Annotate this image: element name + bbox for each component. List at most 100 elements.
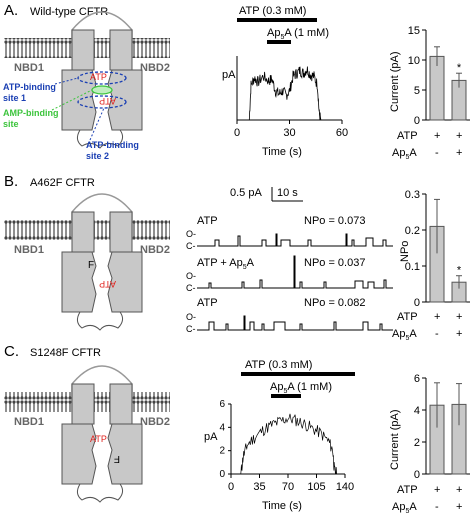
row-atp-plus-2: +	[456, 484, 462, 496]
row-atp-label: ATP	[397, 311, 418, 323]
panel-b-barchart: NPo 0 0.1 0.2 0.3 *	[399, 189, 470, 309]
site2-ellipse	[77, 95, 127, 109]
amp-site-ellipse	[91, 85, 113, 95]
y-tick-label: 0	[414, 297, 420, 309]
x-tick-label: 30	[283, 127, 295, 139]
trace-b2-open-label: O-	[186, 271, 196, 281]
y-tick-label: 0.3	[405, 189, 420, 201]
row-atp-label: ATP	[397, 484, 418, 496]
nbd1-shape	[61, 423, 97, 485]
tmd-left	[71, 29, 95, 71]
bar-a-ylabel: Current (pA)	[389, 51, 401, 112]
y-tick-label: 0.1	[405, 261, 420, 273]
panel-a-atp-site1: ATP	[90, 72, 107, 82]
y-tick-label: 0	[414, 469, 420, 481]
extracellular-loop	[71, 365, 133, 412]
site1-ellipse	[77, 71, 127, 85]
trace-b3-closed-label: C-	[186, 324, 196, 334]
trace-b3-line	[197, 315, 393, 331]
panel-a-barchart: Current (pA) 0 5 10 15 *	[389, 25, 470, 127]
panel-a: A. Wild-type CFTR NBD1 NBD2 ATP ATP ATP-…	[3, 2, 470, 161]
y-tick-label: 5	[414, 85, 420, 97]
row-ap5a-label: Ap5A	[392, 328, 417, 342]
panel-a-atp-site2: ATP	[99, 96, 116, 106]
y-tick-label: 0	[414, 115, 420, 127]
trace-b2-label: ATP + Ap5A	[197, 257, 255, 271]
scale-time-label: 10 s	[277, 187, 298, 199]
y-tick-label: 0.2	[405, 225, 420, 237]
site1-label-line1: ATP-binding	[3, 82, 56, 92]
nbd2-shape	[107, 251, 143, 313]
panel-b-nbd2-label: NBD2	[140, 244, 170, 256]
y-tick-label: 6	[219, 399, 225, 410]
scale-current-label: 0.5 pA	[230, 187, 262, 199]
tmd-left	[71, 211, 95, 253]
row-atp-plus-2: +	[456, 130, 462, 142]
ap5a-bar	[271, 394, 301, 398]
trace-b2-closed-label: C-	[186, 283, 196, 293]
panel-a-nbd1-label: NBD1	[14, 62, 44, 74]
x-tick-label: 0	[234, 127, 240, 139]
row-atp-plus-2: +	[456, 311, 462, 323]
amp-pointer	[51, 89, 93, 111]
atp-bar	[237, 18, 317, 22]
panel-c-letter: C.	[4, 343, 19, 360]
panel-c-trace: ATP (0.3 mM) Ap5A (1 mM) pA 0 35 70 105 140 0…	[204, 359, 355, 512]
panel-c-barchart: Current (pA) 0 2 4 6	[389, 373, 470, 481]
panel-a-nbd2-label: NBD2	[140, 62, 170, 74]
extracellular-loop	[71, 11, 133, 58]
trace-b1-label: ATP	[197, 215, 218, 227]
trace-b2-npo: NPo = 0.037	[304, 257, 365, 269]
panel-c-schematic: NBD1 NBD2 ATP F	[4, 365, 170, 503]
trace-c-ylabel: pA	[204, 431, 218, 443]
y-tick-label: 6	[414, 373, 420, 385]
r-domain	[76, 483, 124, 503]
panel-b-letter: B.	[4, 173, 18, 190]
panel-b-nbd1-label: NBD1	[14, 244, 44, 256]
trace-b3-npo: NPo = 0.082	[304, 297, 365, 309]
nbd2-shape	[107, 423, 143, 485]
panel-c: C. S1248F CFTR NBD1 NBD2 ATP F ATP (0.3 …	[4, 343, 470, 515]
r-domain	[76, 311, 124, 331]
tmd-right	[109, 29, 133, 71]
x-tick-label: 140	[336, 481, 354, 493]
panel-b-title: A462F CFTR	[30, 177, 95, 189]
panel-c-nbd2-label: NBD2	[140, 416, 170, 428]
nbd1-shape	[61, 251, 97, 313]
x-tick-label: 60	[336, 127, 348, 139]
y-tick-label: 15	[408, 25, 420, 37]
panel-b-traces: ATP NPo = 0.073 ATP + Ap5A NPo = 0.037 A…	[186, 215, 393, 334]
ap5a-bar	[267, 40, 291, 44]
trace-b2-line	[197, 255, 393, 289]
row-atp-label: ATP	[397, 130, 418, 142]
panel-b-condition-rows: ATP + + Ap5A - +	[392, 311, 462, 342]
atp-bar	[241, 372, 355, 376]
row-atp-plus-1: +	[434, 484, 440, 496]
trace-b1-closed-label: C-	[186, 241, 196, 251]
x-tick-label: 70	[282, 481, 294, 493]
panel-c-nbd1-label: NBD1	[14, 416, 44, 428]
tmd-right	[109, 211, 133, 253]
site1-label-line2: site 1	[3, 93, 26, 103]
x-tick-label: 105	[307, 481, 325, 493]
x-tick-label: 35	[253, 481, 265, 493]
amp-label-line2: site	[3, 119, 19, 129]
trace-b1-line	[197, 233, 393, 247]
tmd-left	[71, 383, 95, 425]
row-ap5a-label: Ap5A	[392, 147, 417, 161]
ap5a-bar-label: Ap5A (1 mM)	[270, 381, 332, 395]
trace-b3-label: ATP	[197, 297, 218, 309]
y-tick-label: 4	[219, 422, 225, 433]
ap5a-bar-label: Ap5A (1 mM)	[267, 27, 329, 41]
panel-b-scalebar: 0.5 pA 10 s	[230, 187, 303, 202]
panel-b: B. A462F CFTR NBD1 NBD2 F ATP 0.5 pA 10 …	[4, 173, 470, 342]
y-tick-label: 2	[414, 437, 420, 449]
row-ap5a-plus: +	[456, 328, 462, 340]
bar-b-ylabel: NPo	[399, 241, 411, 262]
panel-b-mutation-f: F	[88, 260, 94, 271]
x-tick-label: 0	[228, 481, 234, 493]
panel-a-condition-rows: ATP + + Ap5A - +	[392, 130, 462, 161]
site2-label-line2: site 2	[86, 151, 109, 161]
panel-a-schematic: NBD1 NBD2 ATP ATP ATP-binding site 1 AMP…	[3, 11, 170, 161]
